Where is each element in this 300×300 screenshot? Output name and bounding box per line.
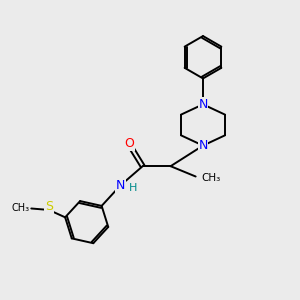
Text: O: O [124,137,134,150]
Text: N: N [198,98,208,111]
Text: CH₃: CH₃ [201,173,220,183]
Text: N: N [116,179,125,192]
Text: CH₃: CH₃ [12,203,30,213]
Text: N: N [198,139,208,152]
Text: H: H [129,183,137,193]
Text: S: S [45,200,53,213]
